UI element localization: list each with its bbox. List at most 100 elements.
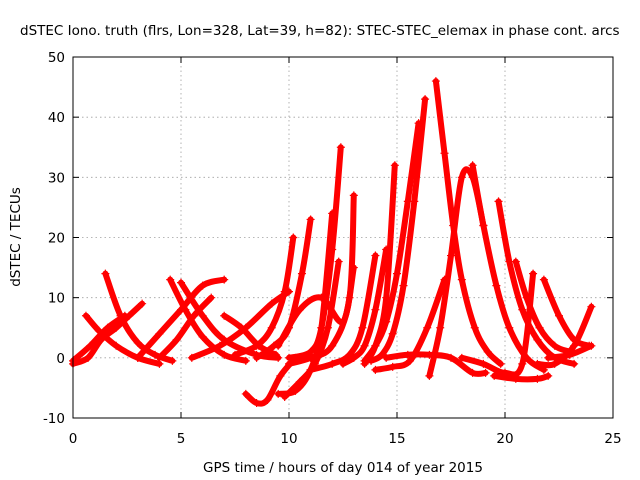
data-point-marker [481, 368, 490, 377]
data-point-marker [81, 311, 90, 320]
series-line [156, 294, 215, 361]
series-line [286, 144, 344, 361]
data-point-marker [112, 323, 121, 332]
data-point-marker [371, 251, 380, 260]
data-point-marker [252, 398, 261, 407]
data-point-marker [479, 359, 488, 368]
y-tick-label: 40 [48, 110, 65, 126]
series-line [469, 162, 547, 373]
series-arc-18 [274, 263, 358, 350]
data-point-marker [371, 341, 380, 350]
data-point-marker [457, 173, 466, 182]
data-point-marker [468, 368, 477, 377]
series-line [286, 192, 357, 367]
data-point-marker [388, 329, 397, 338]
data-point-marker [276, 371, 285, 380]
data-point-marker [587, 302, 596, 311]
data-point-marker [317, 323, 326, 332]
data-point-marker [168, 356, 177, 365]
y-tick-label: 0 [56, 351, 65, 367]
data-point-marker [457, 275, 466, 284]
data-point-marker [436, 323, 445, 332]
data-point-marker [371, 305, 380, 314]
data-point-marker [447, 353, 455, 362]
data-point-marker [198, 332, 207, 341]
data-point-marker [518, 305, 527, 314]
data-point-marker [289, 233, 298, 242]
data-point-marker [533, 374, 542, 383]
y-tick-label: 30 [48, 170, 65, 186]
data-point-marker [101, 269, 110, 278]
series-arc-05 [133, 275, 229, 362]
data-point-marker [423, 323, 432, 332]
x-tick-label: 15 [388, 431, 405, 447]
data-point-marker [431, 77, 440, 86]
data-point-marker [535, 323, 544, 332]
data-point-marker [295, 377, 304, 386]
y-tick-label: 10 [48, 291, 65, 307]
series-arc-06 [166, 275, 250, 365]
data-point-marker [207, 293, 216, 302]
data-point-marker [252, 341, 261, 350]
series-line [361, 162, 398, 367]
data-point-marker [494, 197, 503, 206]
data-point-marker [555, 311, 563, 320]
data-point-marker [334, 257, 343, 266]
series-arc-35 [544, 341, 596, 362]
series-arc-24 [371, 275, 449, 374]
data-point-marker [399, 281, 408, 290]
data-point-marker [263, 395, 272, 404]
plot-frame [72, 56, 614, 419]
data-point-marker [252, 353, 261, 362]
data-point-marker [550, 359, 559, 368]
data-point-marker [360, 341, 369, 350]
data-point-marker [483, 347, 492, 356]
data-point-marker [382, 293, 391, 302]
data-point-marker [133, 338, 142, 347]
y-axis-label: dSTEC / TECUs [8, 187, 24, 287]
series-line [70, 300, 146, 367]
data-point-marker [518, 359, 527, 368]
data-point-marker [544, 371, 553, 380]
data-point-marker [447, 251, 455, 260]
data-point-marker [285, 359, 293, 368]
data-point-marker [533, 335, 542, 344]
data-point-marker [377, 350, 386, 359]
data-point-marker [267, 299, 276, 308]
x-axis-label: GPS time / hours of day 014 of year 2015 [203, 460, 483, 476]
data-point-marker [479, 221, 488, 230]
data-point-marker [339, 317, 347, 326]
y-tick-label: 50 [48, 50, 65, 66]
data-point-marker [220, 275, 229, 284]
series-line [432, 78, 504, 367]
data-point-marker [425, 371, 434, 380]
series-line [70, 312, 128, 364]
data-point-marker [181, 305, 190, 314]
series-arc-08 [155, 293, 216, 362]
data-point-marker [533, 359, 542, 368]
data-point-marker [328, 245, 337, 254]
data-point-marker [220, 311, 229, 320]
series-line [491, 372, 552, 383]
data-point-marker [306, 365, 315, 374]
series-arc-22 [367, 95, 430, 365]
series-line [540, 276, 593, 349]
data-point-marker [421, 95, 430, 104]
data-point-marker [241, 356, 250, 365]
y-tick-label: -10 [43, 411, 65, 427]
data-point-marker [405, 356, 414, 365]
data-point-marker [237, 323, 246, 332]
data-point-marker [120, 311, 129, 320]
data-series-layer [69, 77, 596, 407]
series-arc-31 [457, 269, 538, 378]
data-point-marker [84, 353, 93, 362]
data-point-marker [410, 197, 419, 206]
series-arc-04 [69, 311, 129, 365]
data-point-marker [570, 359, 579, 368]
data-point-marker [349, 353, 358, 362]
data-point-marker [339, 359, 347, 368]
data-point-marker [328, 341, 337, 350]
data-point-marker [371, 365, 380, 374]
data-point-marker [306, 215, 315, 224]
data-point-marker [198, 311, 207, 320]
